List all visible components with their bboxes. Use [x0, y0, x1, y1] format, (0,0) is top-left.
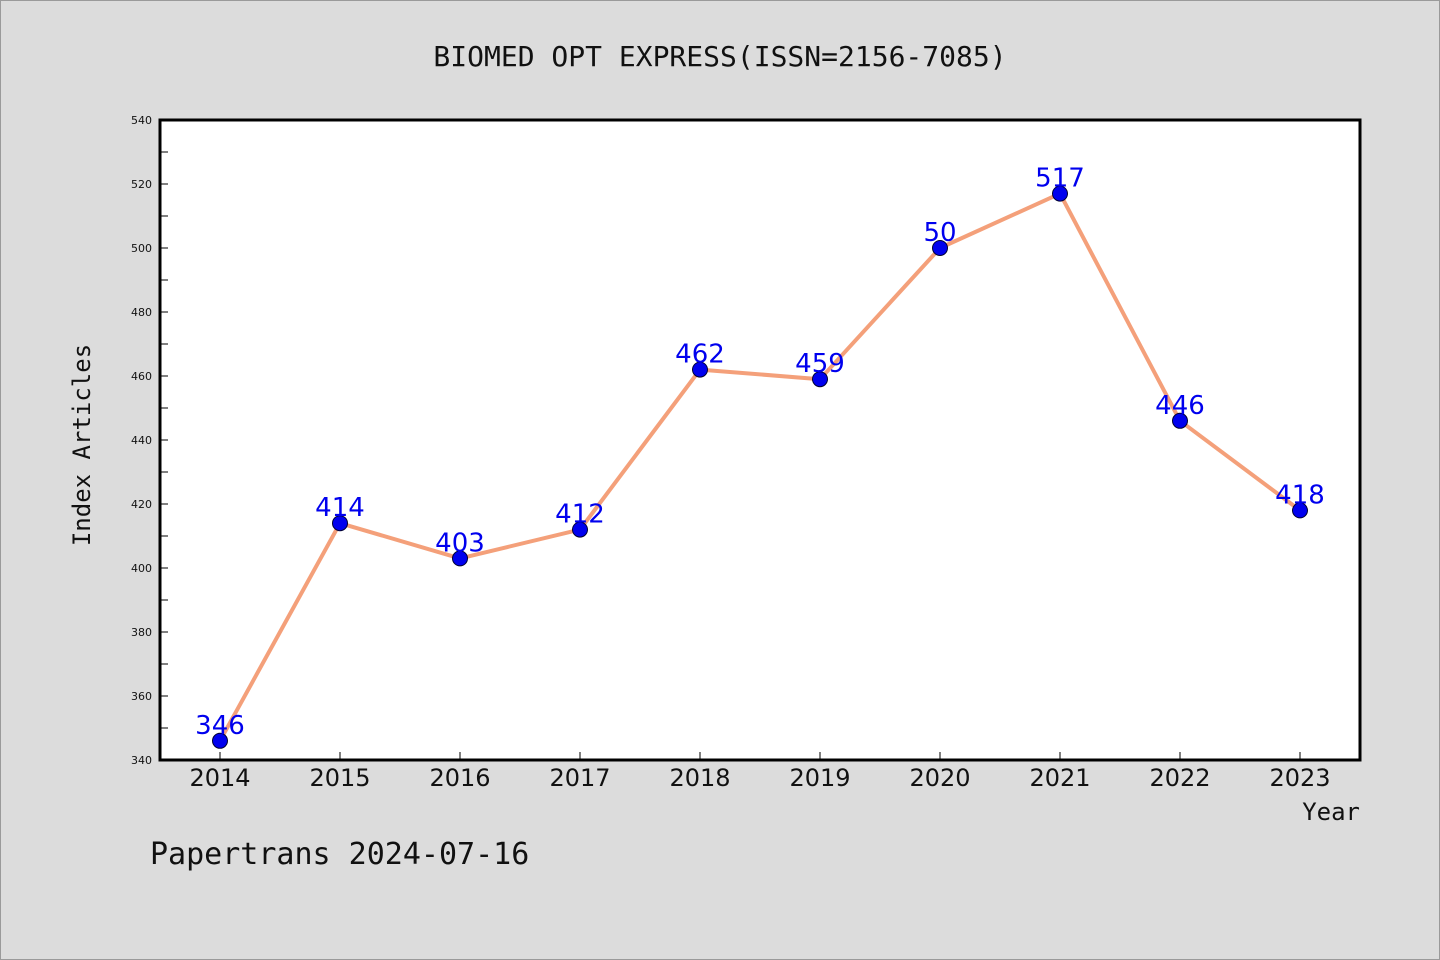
data-label: 462: [675, 340, 725, 370]
y-axis-label: Index Articles: [68, 344, 96, 546]
x-tick-label: 2014: [189, 764, 250, 792]
plot-frame: [158, 118, 1362, 762]
data-point: [932, 240, 948, 256]
data-point: [332, 515, 348, 532]
y-tick-label: 440: [131, 434, 152, 447]
data-label: 459: [795, 349, 845, 379]
x-tick-label: 2019: [789, 764, 850, 792]
chart-title: BIOMED OPT EXPRESS(ISSN=2156-7085): [433, 40, 1006, 73]
x-tick-label: 2020: [909, 764, 970, 792]
y-tick-label: 400: [131, 562, 152, 575]
y-tick-label: 500: [131, 242, 152, 255]
data-label: 414: [315, 493, 365, 523]
data-point: [212, 732, 228, 749]
footer-credit: Papertrans 2024-07-16: [150, 837, 529, 872]
x-tick-label: 2021: [1029, 764, 1090, 792]
y-tick-label: 420: [131, 498, 152, 511]
data-point: [1172, 412, 1188, 429]
data-point: [452, 550, 468, 567]
x-axis-label: Year: [1302, 798, 1360, 826]
data-label: 403: [435, 528, 485, 558]
data-point: [1292, 502, 1308, 519]
data-label: 446: [1155, 391, 1205, 421]
data-points: [212, 185, 1308, 749]
data-point: [692, 361, 708, 378]
data-label: 412: [555, 500, 605, 530]
y-tick-label: 380: [131, 626, 152, 639]
x-tick-label: 2023: [1269, 764, 1330, 792]
data-label: 50: [923, 218, 956, 248]
x-tick-label: 2017: [549, 764, 610, 792]
data-label: 517: [1035, 164, 1085, 194]
data-point: [812, 371, 828, 388]
data-labels: 346 414 403 412 462 459 50 517 446 418: [195, 164, 1325, 741]
x-axis: 2014 2015 2016 2017 2018 2019 2020 2021 2022 2023: [189, 752, 1331, 792]
series-line: [218, 191, 1302, 742]
y-tick-label: 480: [131, 306, 152, 319]
data-point: [1052, 185, 1068, 202]
y-tick-label: 540: [131, 114, 152, 127]
y-tick-label: 460: [131, 370, 152, 383]
data-point: [572, 521, 588, 538]
y-tick-label: 340: [131, 754, 152, 767]
x-tick-label: 2022: [1149, 764, 1210, 792]
y-tick-label: 360: [131, 690, 152, 703]
x-tick-label: 2015: [309, 764, 370, 792]
plot-area: [160, 120, 1360, 760]
data-label: 418: [1275, 480, 1325, 510]
y-tick-label: 520: [131, 178, 152, 191]
data-label: 346: [195, 711, 245, 741]
x-tick-label: 2016: [429, 764, 490, 792]
x-tick-label: 2018: [669, 764, 730, 792]
